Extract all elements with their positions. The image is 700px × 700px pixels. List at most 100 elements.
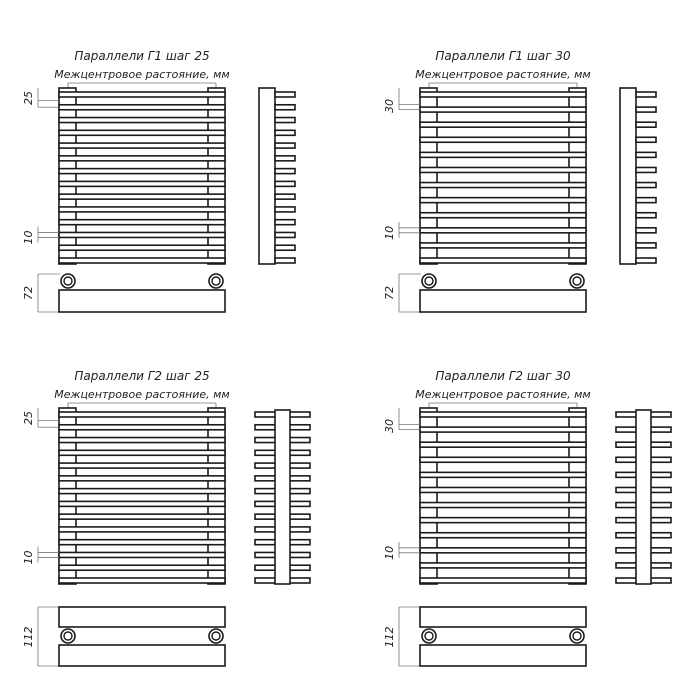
left-collector — [419, 407, 438, 585]
horizontal-bar — [58, 167, 226, 175]
pitch-dimension-label: 30 — [383, 419, 396, 433]
side-fin — [635, 106, 657, 113]
side-fin — [635, 91, 657, 98]
horizontal-bar — [58, 206, 226, 213]
bar-dimension-label: 10 — [22, 550, 35, 564]
panel-title: Параллели Г1 шаг 30 — [435, 49, 571, 63]
horizontal-bar — [58, 423, 226, 431]
horizontal-bar — [58, 231, 226, 239]
horizontal-bar — [58, 193, 226, 200]
side-fin — [274, 193, 296, 200]
horizontal-bar — [58, 436, 226, 444]
pipe-inner-circle — [424, 631, 434, 641]
horizontal-bar — [419, 91, 587, 98]
side-fin — [635, 181, 657, 189]
depth-dimension-label: 72 — [22, 286, 35, 300]
pitch-dimension-label: 30 — [383, 99, 396, 113]
horizontal-bar — [419, 441, 587, 448]
side-fin — [635, 227, 657, 234]
pipe-inner-circle — [63, 276, 73, 286]
span-label: Межцентровое растояние, мм — [54, 68, 229, 81]
horizontal-bar — [58, 180, 226, 188]
right-collector — [568, 87, 587, 265]
side-fin — [274, 129, 296, 137]
horizontal-bar — [419, 181, 587, 189]
bar-dimension-label: 10 — [383, 546, 396, 560]
pipe-inner-circle — [211, 276, 221, 286]
horizontal-bar — [419, 411, 587, 418]
panel-1: Параллели Г1 шаг 25 Межцентровое растояни… — [22, 49, 296, 313]
span-label: Межцентровое растояние, мм — [54, 388, 229, 401]
horizontal-bar — [419, 562, 587, 569]
depth-dimension-label: 112 — [383, 627, 396, 648]
side-fin — [635, 242, 657, 249]
side-fin — [274, 155, 296, 162]
side-fin — [635, 196, 657, 204]
horizontal-bar — [419, 531, 587, 539]
horizontal-bar — [419, 257, 587, 264]
side-fin — [635, 136, 657, 144]
side-fin — [274, 91, 296, 98]
panel-title: Параллели Г1 шаг 25 — [74, 49, 209, 63]
bar-dimension-label: 10 — [383, 226, 396, 240]
panel-3: Параллели Г2 шаг 25 Межцентровое растояни… — [22, 369, 311, 667]
horizontal-bar — [419, 471, 587, 479]
horizontal-bar — [58, 487, 226, 495]
horizontal-bar — [58, 462, 226, 469]
panel-title: Параллели Г2 шаг 25 — [74, 369, 209, 383]
horizontal-bar — [419, 151, 587, 159]
horizontal-bar — [419, 516, 587, 524]
horizontal-bar — [58, 91, 226, 98]
bottom-view-panel — [58, 289, 226, 313]
pipe-inner-circle — [572, 631, 582, 641]
bar-dimension-label: 10 — [22, 230, 35, 244]
horizontal-bar — [58, 116, 226, 124]
side-fin — [635, 166, 657, 174]
side-fin — [274, 231, 296, 239]
bottom-view-panel-front — [58, 606, 226, 628]
horizontal-bar — [58, 500, 226, 508]
horizontal-bar — [419, 121, 587, 128]
horizontal-bar — [58, 244, 226, 252]
pipe-inner-circle — [572, 276, 582, 286]
side-fin — [274, 244, 296, 252]
bottom-view-panel-front — [419, 606, 587, 628]
horizontal-bar — [419, 577, 587, 584]
side-collector — [619, 87, 637, 265]
side-fin — [635, 151, 657, 159]
horizontal-bar — [419, 106, 587, 113]
side-fin — [274, 167, 296, 175]
horizontal-bar — [58, 538, 226, 546]
horizontal-bar — [419, 166, 587, 174]
side-fin — [274, 103, 296, 111]
horizontal-bar — [58, 449, 226, 457]
horizontal-bar — [419, 196, 587, 204]
horizontal-bar — [58, 129, 226, 137]
horizontal-bar — [419, 501, 587, 509]
horizontal-bar — [419, 547, 587, 554]
horizontal-bar — [58, 218, 226, 226]
side-fin — [274, 116, 296, 124]
span-label: Межцентровое растояние, мм — [415, 68, 590, 81]
horizontal-bar — [58, 564, 226, 572]
panel-2: Параллели Г1 шаг 30 Межцентровое растояни… — [383, 49, 657, 313]
side-fin — [274, 257, 296, 264]
depth-dimension-label: 72 — [383, 286, 396, 300]
pipe-inner-circle — [211, 631, 221, 641]
bottom-view-panel-back — [419, 644, 587, 667]
horizontal-bar — [58, 513, 226, 520]
side-collector — [635, 409, 652, 585]
horizontal-bar — [419, 456, 587, 464]
horizontal-bar — [419, 136, 587, 144]
horizontal-bar — [58, 142, 226, 149]
horizontal-bar — [419, 227, 587, 234]
horizontal-bar — [419, 211, 587, 219]
side-fin — [274, 218, 296, 226]
depth-dimension-label: 112 — [22, 627, 35, 648]
pipe-inner-circle — [63, 631, 73, 641]
panel-title: Параллели Г2 шаг 30 — [435, 369, 571, 383]
pitch-dimension-label: 25 — [22, 411, 35, 425]
side-fin — [274, 142, 296, 149]
